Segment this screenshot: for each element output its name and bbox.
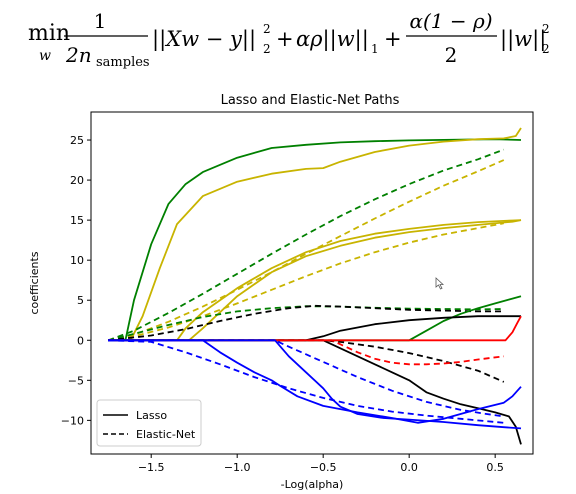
- x-tick-label: 0.5: [486, 461, 504, 474]
- y-tick-label: −10: [61, 414, 84, 427]
- formula-term3-sub: 2: [542, 42, 550, 56]
- x-tick-label: 0.0: [400, 461, 418, 474]
- x-tick-label: −0.5: [310, 461, 337, 474]
- cursor-icon: [435, 277, 445, 290]
- plot-frame: [90, 111, 534, 455]
- path-line-7: [107, 305, 504, 342]
- x-tick-label: −1.0: [224, 461, 251, 474]
- formula-term3-sup: 2: [542, 22, 550, 36]
- formula-term3: ||w||: [500, 27, 546, 52]
- path-line-15: [108, 339, 522, 424]
- path-line-3: [108, 219, 522, 342]
- y-tick-label: 0: [77, 334, 84, 347]
- formula-min-var: w: [39, 48, 51, 64]
- y-tick-label: −5: [68, 374, 84, 387]
- chart-title: Lasso and Elastic-Net Paths: [221, 93, 400, 108]
- formula-term1: ||Xw − y||: [152, 27, 256, 52]
- path-line-10: [108, 315, 521, 342]
- path-line-0: [108, 138, 522, 342]
- y-tick-label: 20: [70, 174, 84, 187]
- formula-plus1: +: [276, 27, 294, 51]
- formula-plus2: +: [384, 27, 402, 51]
- y-tick-label: 15: [70, 214, 84, 227]
- path-line-18: [108, 339, 504, 418]
- formula-frac1-num: 1: [94, 9, 107, 33]
- path-line-1: [108, 127, 522, 342]
- legend-elasticnet-label: Elastic-Net: [136, 428, 196, 441]
- path-line-4: [107, 148, 505, 342]
- formula-term2-sub: 1: [371, 42, 379, 56]
- path-line-13: [108, 315, 522, 342]
- path-line-5: [108, 159, 505, 342]
- formula-min: min: [28, 21, 70, 46]
- y-tick-label: 10: [70, 254, 84, 267]
- legend-lasso-label: Lasso: [136, 409, 167, 422]
- plot-area-lines: [107, 127, 522, 445]
- path-line-6: [108, 222, 504, 342]
- formula-term2: αρ||w||: [296, 27, 369, 52]
- path-line-11: [108, 339, 522, 445]
- formula-frac2-den: 2: [445, 43, 458, 67]
- y-tick-label: 25: [70, 134, 84, 147]
- y-axis-label: coefficients: [28, 251, 41, 314]
- path-line-14: [108, 339, 504, 366]
- y-axis-ticks: −10 −5 0 5 10 15 20 25: [61, 134, 91, 427]
- path-line-2: [108, 219, 522, 342]
- path-line-16: [108, 339, 522, 430]
- path-line-17: [108, 339, 504, 424]
- formula-frac2-num: α(1 − ρ): [409, 9, 492, 33]
- path-line-12: [108, 339, 505, 383]
- legend: Lasso Elastic-Net: [96, 399, 202, 447]
- formula-frac1-den: 2n: [65, 43, 92, 67]
- lasso-elasticnet-chart: Lasso and Elastic-Net Paths −1.5 −1.0 −0.5…: [28, 93, 534, 491]
- x-axis-label: -Log(alpha): [281, 478, 344, 491]
- x-axis-ticks: −1.5 −1.0 −0.5 0.0 0.5: [138, 454, 504, 474]
- y-tick-label: 5: [77, 294, 84, 307]
- path-line-9: [108, 295, 522, 342]
- x-tick-label: −1.5: [138, 461, 165, 474]
- formula-frac1-den-sub: samples: [96, 55, 150, 70]
- formula-term1-sub: 2: [263, 42, 271, 56]
- objective-formula: min w 1 2n samples ||Xw − y|| 2 2 + αρ||…: [28, 9, 550, 70]
- formula-term1-sup: 2: [263, 22, 271, 36]
